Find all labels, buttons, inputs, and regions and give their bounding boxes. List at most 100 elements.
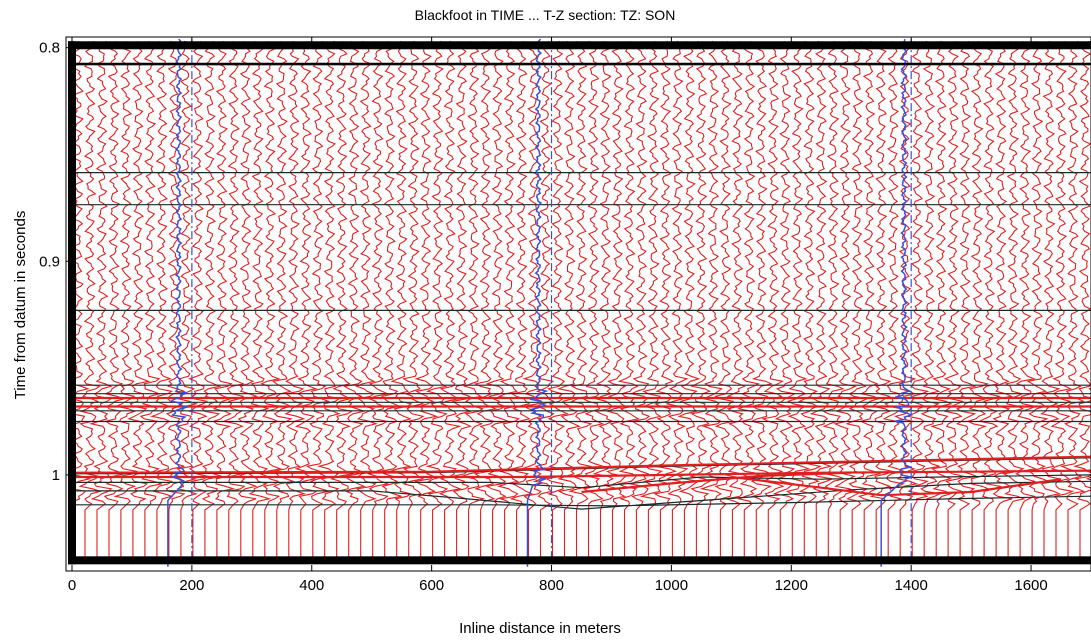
- seismic-trace: [605, 41, 627, 561]
- seismic-trace: [113, 41, 138, 561]
- seismic-trace: [568, 40, 593, 561]
- seismic-traces: [67, 40, 1091, 561]
- seismic-trace: [388, 40, 413, 561]
- seismic-trace: [258, 40, 283, 561]
- seismic-trace: [1014, 41, 1037, 561]
- seismic-trace: [165, 40, 187, 561]
- chart-title: Blackfoot in TIME ... T-Z section: TZ: S…: [415, 7, 676, 23]
- seismic-trace: [1026, 40, 1051, 561]
- seismic-trace: [329, 40, 354, 561]
- seismic-trace: [857, 40, 882, 561]
- seismic-trace: [822, 40, 846, 561]
- seismic-trace: [212, 40, 236, 561]
- y-tick-label: 0.9: [39, 253, 60, 270]
- seismic-trace: [317, 40, 341, 561]
- seismic-trace: [78, 40, 103, 561]
- seismic-trace: [992, 41, 1014, 561]
- seismic-trace: [1073, 40, 1091, 561]
- x-tick-label: 1000: [655, 577, 688, 594]
- seismic-trace: [127, 40, 151, 561]
- seismic-trace: [401, 40, 425, 561]
- seismic-trace: [294, 40, 318, 561]
- seismic-trace: [438, 40, 463, 561]
- seismic-trace: [749, 41, 773, 561]
- seismic-trace: [459, 40, 486, 561]
- x-tick-label: 1400: [894, 577, 927, 594]
- seismic-trace: [237, 41, 259, 561]
- seismic-trace: [1060, 40, 1086, 561]
- seismic-trace: [200, 40, 222, 561]
- seismic-trace: [414, 41, 439, 561]
- seismic-trace: [627, 41, 651, 561]
- x-tick-label: 1600: [1014, 577, 1047, 594]
- seismic-trace: [955, 40, 979, 561]
- seismic-trace: [175, 40, 199, 561]
- horizon-line: [72, 495, 1091, 507]
- seismic-trace: [1039, 40, 1062, 561]
- x-tick-label: 1200: [775, 577, 808, 594]
- seismic-trace: [869, 41, 895, 561]
- seismic-trace: [271, 41, 296, 561]
- picked-horizons: [71, 396, 1091, 497]
- seismic-trace: [556, 40, 581, 561]
- bottom-boundary-band: [67, 556, 1091, 565]
- y-tick-label: 0.8: [39, 40, 60, 57]
- seismic-trace: [305, 40, 332, 561]
- seismic-trace: [451, 40, 472, 561]
- seismic-trace: [473, 40, 498, 561]
- well-log-curve: [880, 39, 914, 567]
- seismic-trace: [139, 40, 162, 561]
- picked-horizon: [731, 475, 1062, 497]
- seismic-trace: [677, 41, 701, 561]
- y-axis-ticks: 0.8 0.9 1: [39, 40, 72, 484]
- seismic-trace: [653, 40, 678, 561]
- seismic-trace: [1085, 283, 1091, 492]
- seismic-trace: [103, 40, 127, 561]
- seismic-trace: [532, 40, 556, 561]
- seismic-trace: [920, 40, 942, 561]
- y-tick-label: 1: [52, 467, 60, 484]
- x-tick-label: 0: [68, 577, 76, 594]
- picked-horizon: [581, 471, 852, 494]
- seismic-trace: [89, 40, 113, 561]
- seismic-trace: [378, 41, 402, 561]
- seismic-trace: [639, 40, 663, 561]
- well-ties: [167, 38, 914, 567]
- x-axis-ticks: 0 200 400 600 800 1000 1200 1400 1600: [68, 37, 1048, 594]
- seismic-trace: [726, 41, 749, 561]
- seismic-trace: [355, 40, 378, 561]
- left-boundary-band: [67, 41, 76, 565]
- x-axis-title: Inline distance in meters: [459, 620, 621, 637]
- seismic-trace: [845, 40, 869, 561]
- seismic-trace: [617, 41, 640, 561]
- seismic-trace: [699, 40, 723, 561]
- seismic-trace: [977, 41, 1002, 561]
- x-tick-label: 400: [299, 577, 324, 594]
- picked-horizon: [71, 455, 1091, 474]
- x-tick-label: 600: [419, 577, 444, 594]
- seismic-trace: [785, 40, 811, 561]
- seismic-trace: [761, 41, 785, 561]
- horizon-line: [72, 474, 1091, 489]
- well-log-curve: [526, 38, 549, 567]
- plot-frame: [65, 36, 1091, 572]
- seismic-trace: [882, 40, 906, 561]
- seismic-trace: [67, 40, 92, 561]
- seismic-trace: [592, 40, 615, 561]
- seismic-trace: [581, 40, 605, 561]
- well-log-curve: [167, 38, 190, 567]
- seismic-trace: [966, 40, 991, 561]
- seismic-trace: [1050, 41, 1075, 561]
- seismic-trace: [367, 41, 390, 561]
- seismic-trace: [809, 40, 834, 561]
- axes-box: [65, 36, 1091, 572]
- seismic-trace: [247, 41, 272, 561]
- seismic-trace: [509, 40, 534, 561]
- seismic-trace: [714, 41, 735, 561]
- seismic-trace: [736, 41, 762, 561]
- seismic-trace: [485, 41, 510, 561]
- x-tick-label: 800: [539, 577, 564, 594]
- seismic-trace: [497, 41, 521, 561]
- picked-horizon: [72, 469, 1091, 479]
